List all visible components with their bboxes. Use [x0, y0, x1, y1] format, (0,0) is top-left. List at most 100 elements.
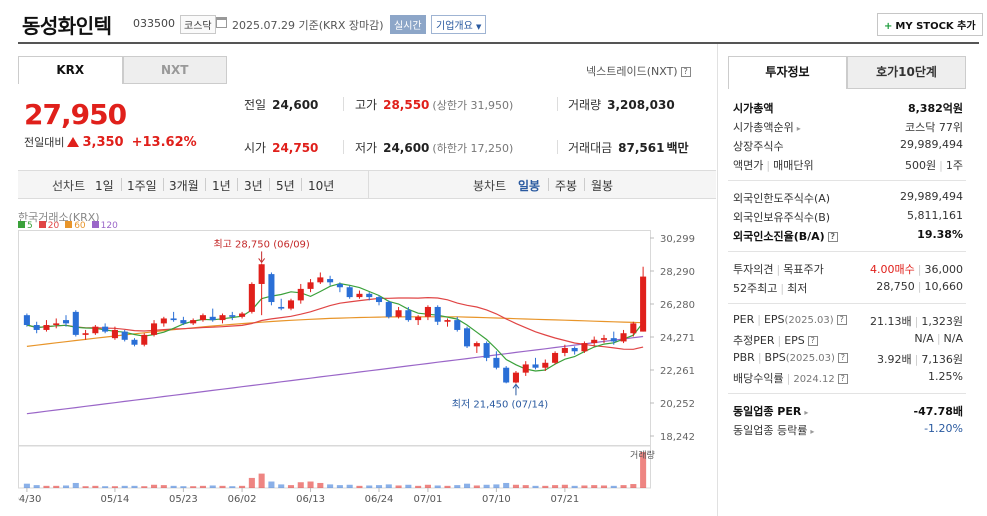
- tab-invest-info[interactable]: 투자정보: [728, 56, 847, 89]
- x-tick-label: 06/02: [228, 494, 257, 505]
- min-arrowhead-icon: [512, 383, 520, 389]
- volume-bar: [170, 485, 177, 488]
- volume-bar: [600, 485, 608, 488]
- y-tick-label: 30,299: [660, 234, 695, 245]
- volume-bar: [640, 452, 647, 488]
- exchange-tabs: KRX NXT: [18, 56, 227, 84]
- period-1y[interactable]: 1년: [212, 179, 231, 193]
- volume-bar: [278, 484, 285, 488]
- candle-body: [33, 325, 40, 330]
- candle-body: [630, 323, 637, 334]
- period-3m[interactable]: 3개월: [169, 179, 199, 193]
- candle-body: [229, 315, 236, 317]
- add-mystock-button[interactable]: + MY STOCK 추가: [877, 13, 983, 36]
- volume-bar: [444, 485, 451, 488]
- price-chart[interactable]: 30,299 28,290 26,280 24,271 22,261 20,252 18,2…: [18, 230, 716, 516]
- tab-quote-10[interactable]: 호가10단계: [847, 56, 966, 89]
- volume-bar: [620, 485, 627, 488]
- volume-bar: [82, 486, 89, 488]
- candle-body: [346, 287, 353, 298]
- volume-bar: [591, 485, 598, 488]
- chevron-right-icon[interactable]: ▸: [796, 124, 801, 133]
- candle-daily[interactable]: 일봉: [518, 179, 541, 193]
- row-shares: 상장주식수 29,989,494: [733, 138, 963, 153]
- volume-bar: [317, 482, 324, 488]
- candle-body: [503, 367, 510, 383]
- chevron-right-icon[interactable]: ▸: [810, 427, 815, 436]
- row-pbr: PBR | BPS(2025.03)? 3.92배 | 7,136원: [733, 351, 963, 366]
- period-10y[interactable]: 10년: [308, 179, 335, 193]
- volume-bar: [424, 484, 431, 488]
- tab-nxt[interactable]: NXT: [122, 56, 227, 84]
- help-icon[interactable]: ?: [837, 374, 848, 384]
- help-icon[interactable]: ?: [837, 353, 848, 363]
- volume-bar: [92, 485, 99, 488]
- volume-bar: [297, 482, 304, 488]
- volume-bar: [395, 485, 402, 488]
- volume-bar: [415, 485, 422, 488]
- candle-body: [121, 331, 128, 340]
- candle-body: [53, 323, 60, 326]
- candle-body: [317, 277, 324, 283]
- candle-body: [336, 283, 343, 288]
- candle-body: [532, 364, 539, 368]
- quote-prev: 전일 24,600: [244, 98, 319, 112]
- candle-monthly[interactable]: 월봉: [591, 179, 614, 193]
- candle-body: [268, 274, 275, 303]
- x-tick-label: 07/01: [414, 494, 443, 505]
- volume-bar: [434, 485, 441, 488]
- chevron-right-icon[interactable]: ▸: [804, 408, 809, 417]
- volume-bar: [268, 481, 275, 488]
- candle-body: [160, 318, 167, 324]
- stock-code: 033500: [133, 17, 175, 30]
- candle-body: [375, 297, 383, 303]
- period-3y[interactable]: 3년: [244, 179, 263, 193]
- volume-bar: [493, 484, 500, 488]
- candle-body: [180, 320, 187, 324]
- period-5y[interactable]: 5년: [276, 179, 295, 193]
- volume-bar: [62, 485, 70, 488]
- row-per: PER | EPS(2025.03)? 21.13배 | 1,323원: [733, 313, 963, 328]
- help-icon[interactable]: ?: [680, 67, 691, 77]
- candle-body: [405, 310, 412, 321]
- period-1d[interactable]: 1일: [95, 179, 114, 193]
- y-tick-label: 22,261: [660, 366, 695, 377]
- candle-body: [385, 302, 392, 317]
- candle-weekly[interactable]: 주봉: [555, 179, 578, 193]
- company-info-dropdown[interactable]: 기업개요 ▼: [431, 15, 487, 34]
- volume-bar: [229, 486, 236, 488]
- realtime-button[interactable]: 실시간: [390, 15, 426, 34]
- candle-chart-label[interactable]: 봉차트: [473, 179, 507, 193]
- candle-body: [493, 357, 500, 368]
- candle-body: [610, 338, 617, 342]
- candle-body: [141, 334, 148, 345]
- plus-icon: +: [884, 21, 893, 32]
- volume-plot-frame: [18, 445, 651, 489]
- help-icon[interactable]: ?: [836, 315, 847, 325]
- candle-body: [444, 320, 451, 322]
- volume-bar: [219, 485, 226, 488]
- max-arrowhead-icon: [258, 258, 266, 264]
- volume-bar: [571, 485, 578, 488]
- ma20-line: [26, 296, 644, 350]
- volume-bar: [53, 485, 60, 488]
- max-annotation: 최고 28,750 (06/09): [213, 238, 309, 250]
- period-1w[interactable]: 1주일: [127, 179, 157, 193]
- volume-bar: [72, 482, 79, 488]
- candle-body: [43, 325, 50, 330]
- candle-body: [620, 333, 627, 342]
- legend-ma20: 20: [38, 221, 59, 231]
- x-tick-label: 06/13: [296, 494, 325, 505]
- help-icon[interactable]: ?: [807, 336, 818, 346]
- volume-bar: [102, 486, 109, 488]
- min-annotation: 최저 21,450 (07/14): [452, 398, 548, 410]
- row-face-value: 액면가 | 매매단위 500원 | 1주: [733, 159, 963, 172]
- price-change: 전일대비 3,350 +13.62%: [24, 135, 197, 150]
- nxt-link[interactable]: 넥스트레이드(NXT)?: [586, 63, 691, 79]
- candle-body: [23, 315, 30, 326]
- tab-krx[interactable]: KRX: [18, 56, 123, 84]
- x-tick-label: 07/21: [550, 494, 579, 505]
- row-opinion: 투자의견 | 목표주가 4.00매수 | 36,000: [733, 263, 963, 276]
- help-icon[interactable]: ?: [827, 232, 838, 242]
- line-chart-label[interactable]: 선차트: [52, 179, 86, 193]
